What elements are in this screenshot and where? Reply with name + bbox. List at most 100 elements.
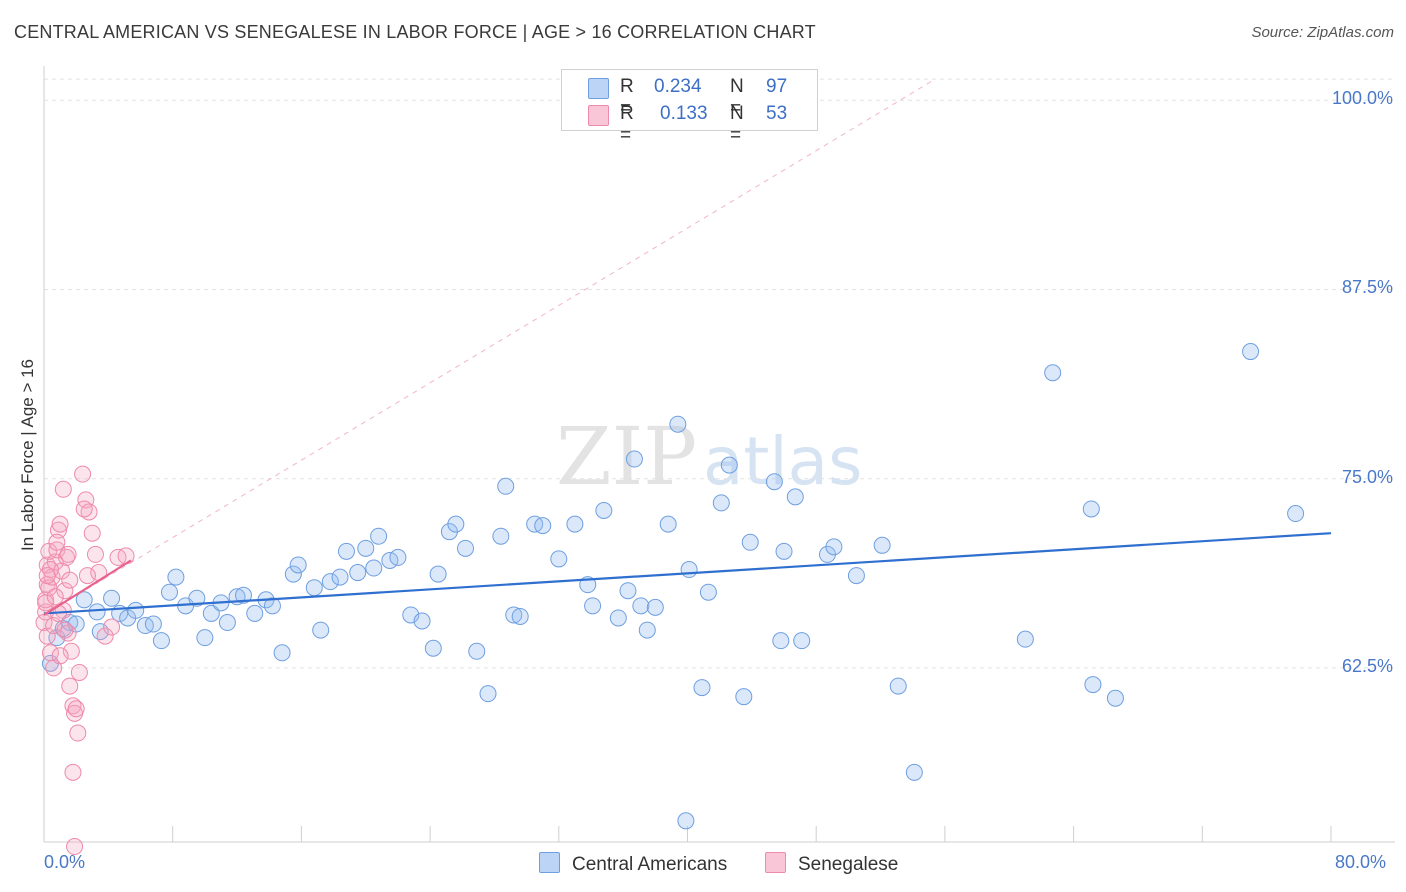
- central-n-value: 97: [766, 76, 788, 97]
- central-point: [550, 550, 568, 568]
- senegalese-point: [75, 500, 93, 518]
- senegalese-point: [62, 642, 80, 660]
- senegalese-point: [51, 515, 69, 533]
- central-point: [625, 450, 643, 468]
- central-point: [619, 582, 637, 600]
- central-point: [305, 579, 323, 597]
- central-point: [370, 527, 388, 545]
- central-point: [331, 568, 349, 586]
- central-point: [1242, 343, 1260, 361]
- central-r-value: 0.234: [654, 76, 702, 97]
- legend-r-label: R =: [620, 103, 634, 146]
- central-point: [765, 473, 783, 491]
- correlation-legend: R = 0.234 N = 97 R = 0.133 N = 53: [561, 69, 818, 146]
- central-point: [741, 533, 759, 551]
- legend-item-senegalese[interactable]: Senegalese: [765, 852, 898, 876]
- central-point: [289, 556, 307, 574]
- central-point: [188, 589, 206, 607]
- senegalese-point: [67, 700, 85, 718]
- central-point: [534, 517, 552, 535]
- central-point: [632, 597, 650, 615]
- central-legend-swatch: [539, 852, 560, 873]
- legend-item-central[interactable]: Central Americans: [539, 852, 727, 876]
- senegalese-point: [51, 647, 69, 665]
- senegalese-point: [59, 624, 77, 642]
- central-point: [584, 597, 602, 615]
- senegalese-point: [78, 567, 96, 585]
- senegalese-point: [83, 524, 101, 542]
- legend-n-label: N =: [730, 103, 744, 146]
- central-point: [1082, 500, 1100, 518]
- central-point: [775, 542, 793, 560]
- central-point: [284, 565, 302, 583]
- senegalese-point: [48, 533, 66, 551]
- central-point: [1287, 505, 1305, 523]
- central-legend-label: Central Americans: [572, 854, 728, 875]
- senegalese-point: [61, 677, 79, 695]
- central-point: [429, 565, 447, 583]
- central-point: [511, 607, 529, 625]
- central-point: [160, 583, 178, 601]
- central-point: [677, 812, 695, 830]
- central-point: [693, 679, 711, 697]
- senegalese-point: [69, 724, 87, 742]
- senegalese-legend-swatch: [765, 852, 786, 873]
- central-point: [680, 561, 698, 579]
- senegalese-point: [59, 545, 77, 563]
- central-point: [337, 542, 355, 560]
- x-tick-max: 80.0%: [1335, 852, 1387, 872]
- central-point: [497, 477, 515, 495]
- central-point: [167, 568, 185, 586]
- central-point: [75, 591, 93, 609]
- senegalese-point: [70, 663, 88, 681]
- senegalese-point: [64, 763, 82, 781]
- senegalese-n-value: 53: [766, 103, 788, 124]
- central-point: [273, 644, 291, 662]
- senegalese-point: [86, 545, 104, 563]
- central-point: [152, 632, 170, 650]
- watermark-atlas: atlas: [703, 423, 863, 500]
- central-point: [905, 763, 923, 781]
- x-tick-min: 0.0%: [44, 852, 86, 872]
- watermark: ZIPatlas: [556, 410, 863, 503]
- central-point: [786, 488, 804, 506]
- central-point: [566, 515, 584, 533]
- central-point: [88, 603, 106, 621]
- central-point: [505, 606, 523, 624]
- senegalese-point: [38, 627, 56, 645]
- central-point: [365, 559, 383, 577]
- central-point: [699, 583, 717, 601]
- central-point: [357, 539, 375, 557]
- senegalese-trend-line: [43, 559, 132, 616]
- central-point: [263, 597, 281, 615]
- central-point: [127, 601, 145, 619]
- central-point: [234, 586, 252, 604]
- central-point: [638, 621, 656, 639]
- central-point: [712, 494, 730, 512]
- central-point: [847, 567, 865, 585]
- central-point: [321, 573, 339, 591]
- central-point: [202, 604, 220, 622]
- central-point: [669, 415, 687, 433]
- senegalese-point: [46, 588, 64, 606]
- central-point: [468, 642, 486, 660]
- central-point: [424, 639, 442, 657]
- central-trend-line: [43, 532, 1332, 615]
- senegalese-point: [58, 548, 76, 566]
- senegalese-point: [80, 503, 98, 521]
- senegalese-point: [66, 838, 84, 856]
- senegalese-point: [74, 465, 92, 483]
- chart-title: CENTRAL AMERICAN VS SENEGALESE IN LABOR …: [14, 22, 816, 42]
- y-tick-label: 100.0%: [1331, 88, 1393, 109]
- y-tick-label: 62.5%: [1341, 655, 1393, 676]
- central-point: [447, 515, 465, 533]
- senegalese-swatch: [588, 105, 609, 126]
- central-point: [889, 677, 907, 695]
- central-point: [825, 538, 843, 556]
- central-point: [413, 612, 431, 630]
- central-point: [772, 632, 790, 650]
- central-point: [196, 629, 214, 647]
- central-swatch: [588, 78, 609, 99]
- senegalese-point: [103, 618, 121, 636]
